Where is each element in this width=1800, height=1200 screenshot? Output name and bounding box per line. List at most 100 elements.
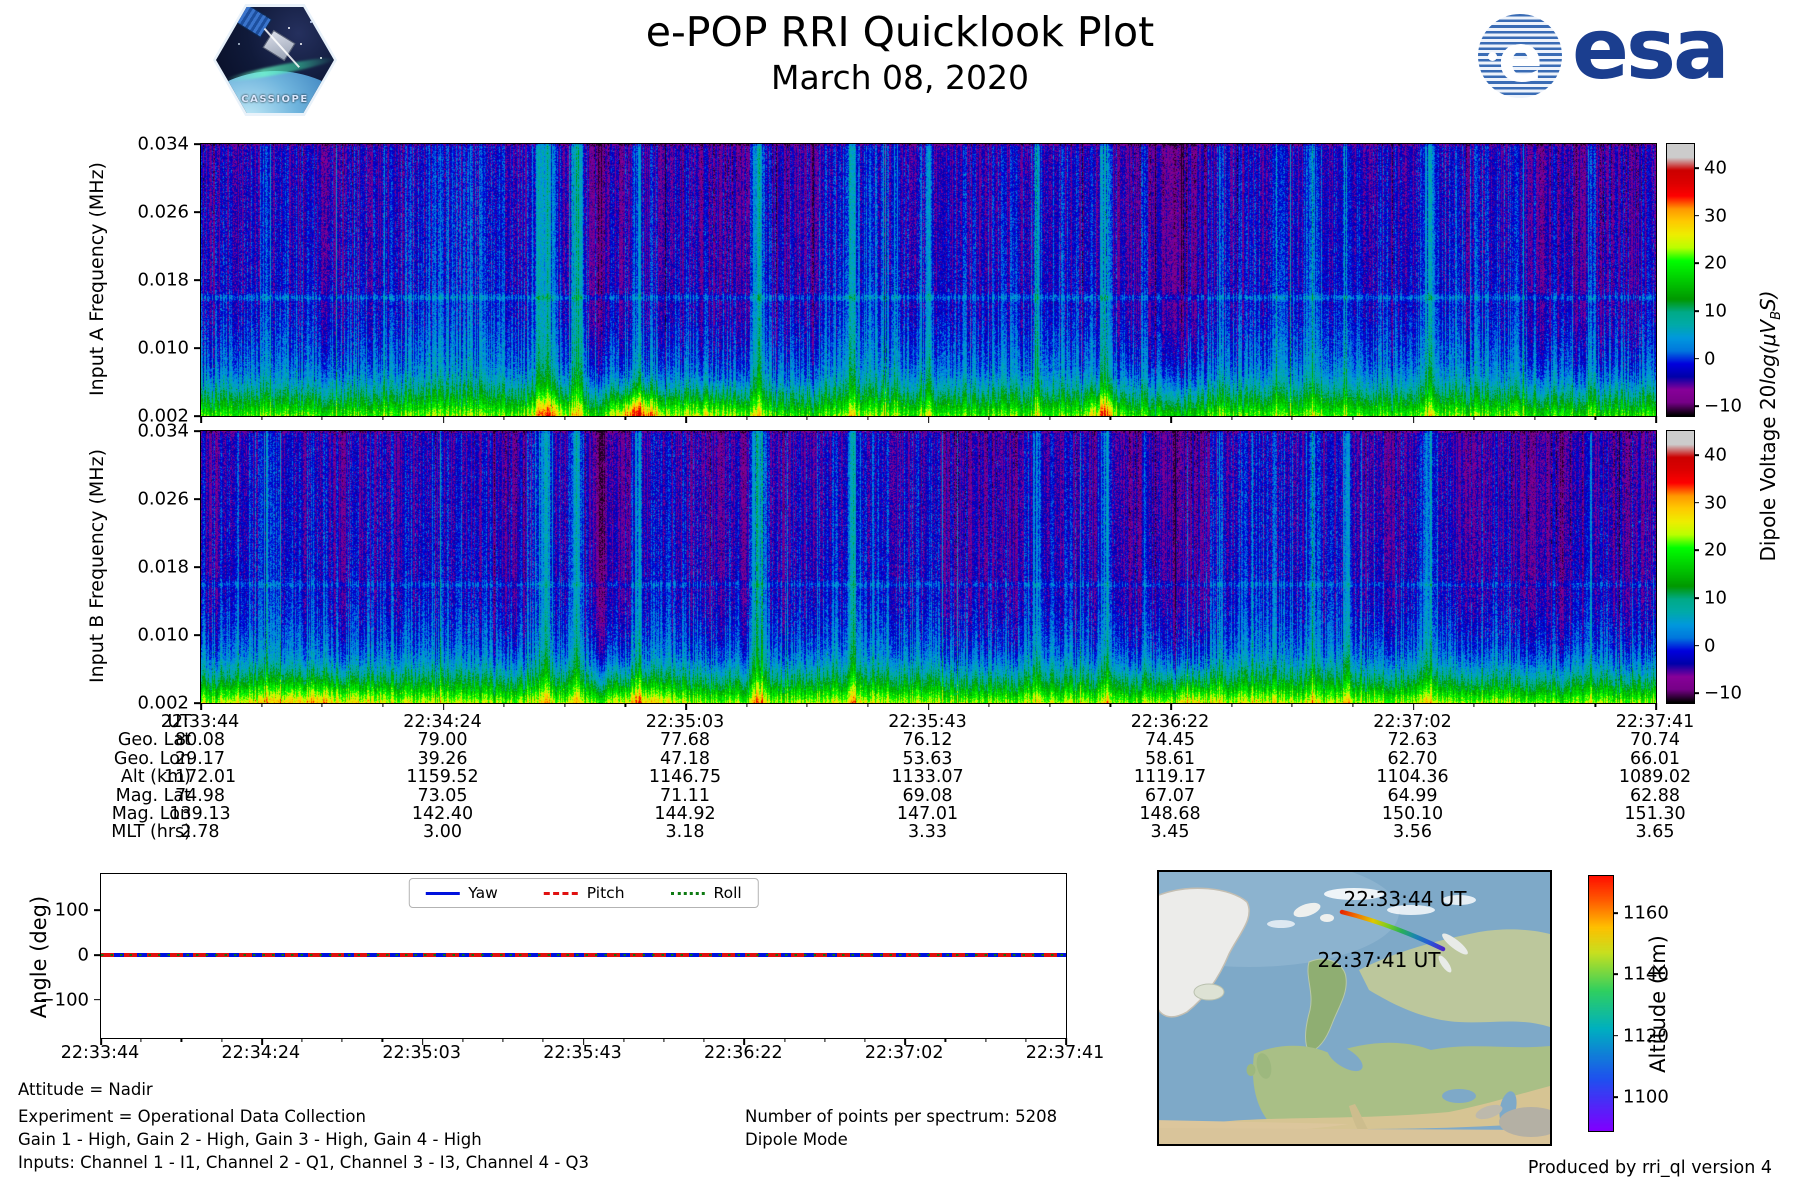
time-tick-mark-minor [321, 703, 323, 707]
time-tick-mark-minor [1109, 416, 1111, 420]
angle-x-tick-label: 22:33:44 [60, 1043, 140, 1063]
time-tick-mark [927, 703, 930, 710]
time-tick-mark-minor [321, 416, 323, 420]
table-row: Mag. Lat 74.98 73.05 71.11 69.08 67.07 64.99 62… [5, 785, 1680, 806]
row-header: UT [167, 712, 192, 732]
table-cell: 22:35:03 [645, 712, 725, 732]
angle-time-tick-mark-minor [462, 1038, 464, 1042]
angle-time-tick-mark [100, 1038, 102, 1045]
table-cell: 3.33 [908, 822, 947, 843]
annotation-inputs: Inputs: Channel 1 - I1, Channel 2 - Q1, … [18, 1153, 589, 1172]
table-cell: 69.08 [902, 785, 953, 806]
time-tick-mark-minor [503, 703, 505, 707]
alt-tick-mark [1613, 912, 1618, 914]
table-cell: 1089.02 [1618, 767, 1692, 788]
time-tick-mark [1655, 703, 1657, 710]
table-cell: 47.18 [659, 748, 711, 769]
table-row: Geo. Lon 29.17 39.26 47.18 53.63 58.61 62.70 66… [5, 748, 1680, 769]
colorbar-a: 40 30 20 10 0 −10 [1666, 143, 1742, 417]
legend-dashed-line-icon [543, 891, 578, 895]
table-cell: 62.70 [1387, 748, 1438, 769]
freq-tick-mark [194, 211, 201, 213]
freq-tick-mark [194, 566, 201, 568]
time-tick-mark-minor [1473, 703, 1475, 707]
table-cell: 144.92 [654, 803, 716, 824]
legend-dotted-line-icon [670, 891, 705, 895]
time-tick-mark-minor [261, 703, 263, 707]
spectrogram-a: 0.034 0.026 0.018 0.010 0.002 [137, 134, 1657, 427]
produced-by: Produced by rri_ql version 4 [1527, 1158, 1772, 1178]
colorbar-label-sub: B [1769, 310, 1784, 320]
freq-tick-label: 0.002 [137, 405, 189, 427]
alt-tick-label: 1120 [1623, 1025, 1669, 1047]
angle-legend: Yaw Pitch Roll [408, 878, 759, 908]
time-tick-mark [1170, 416, 1172, 423]
time-tick-mark [685, 703, 687, 710]
table-cell: 73.05 [417, 785, 468, 806]
angle-time-tick-mark [260, 1038, 263, 1045]
colorbar-tick-label: 10 [1704, 300, 1727, 322]
track-start-label: 22:33:44 UT [1343, 887, 1467, 911]
time-tick-mark-minor [1594, 703, 1596, 707]
time-tick-mark-minor [806, 416, 808, 420]
table-cell: 64.99 [1387, 785, 1438, 806]
table-cell: 22:33:44 [160, 712, 240, 732]
colorbar-tick-mark [1694, 597, 1699, 599]
table-cell: 70.74 [1629, 730, 1681, 751]
time-tick-mark-minor [1231, 416, 1233, 420]
table-cell: 29.17 [174, 748, 226, 769]
time-tick-mark-minor [624, 703, 626, 707]
angle-time-tick-mark [421, 1038, 424, 1045]
row-header: Geo. Lon [113, 748, 191, 769]
table-row: Mag. Lon 139.13 142.40 144.92 147.01 148.68 15… [5, 803, 1686, 824]
table-row: MLT (hrs) 2.78 3.00 3.18 3.33 3.45 3.56 3.65 [5, 822, 1674, 843]
time-tick-mark-minor [564, 416, 566, 420]
table-cell: 62.88 [1629, 785, 1681, 806]
time-tick-mark-minor [503, 416, 505, 420]
colorbar-b-gradient [1667, 431, 1694, 703]
row-header: Mag. Lat [115, 785, 191, 806]
table-cell: 1159.52 [406, 767, 479, 788]
angle-time-tick-mark-minor [140, 1038, 142, 1042]
freq-tick-mark [194, 430, 201, 432]
roll-line [101, 953, 1066, 957]
alt-tick-label: 1160 [1623, 902, 1669, 924]
angle-tick-label: 100 [54, 899, 89, 921]
annotation-mode: Dipole Mode [745, 1130, 848, 1149]
table-cell: 1104.36 [1376, 767, 1449, 788]
freq-tick-mark [194, 143, 201, 145]
colorbar-tick-label: 10 [1704, 587, 1727, 609]
time-tick-mark-minor [261, 416, 263, 420]
legend-item-pitch: Pitch [543, 884, 625, 902]
time-tick-mark [1170, 703, 1172, 710]
spectrogram-a-ylabel: Input A Frequency (MHz) [86, 162, 108, 396]
europe-map-art [1159, 872, 1550, 1144]
table-cell: 22:34:24 [403, 712, 482, 732]
alt-tick-mark [1613, 1034, 1618, 1037]
colorbar-tick-mark [1694, 501, 1699, 504]
angle-time-tick-mark-minor [502, 1038, 504, 1042]
angle-x-tick-label: 22:37:02 [864, 1043, 944, 1063]
time-tick-mark [927, 416, 930, 423]
time-tick-mark [1412, 703, 1415, 710]
annotation-attitude: Attitude = Nadir [18, 1080, 153, 1099]
table-cell: 139.13 [169, 803, 231, 824]
freq-tick-label: 0.034 [137, 133, 189, 155]
freq-tick-label: 0.018 [137, 556, 189, 578]
angle-time-tick-mark [904, 1038, 906, 1045]
legend-label: Pitch [586, 884, 625, 902]
freq-tick-mark [194, 702, 201, 704]
time-tick-mark-minor [1352, 703, 1354, 707]
table-cell: 76.12 [902, 730, 953, 751]
time-tick-mark-minor [382, 416, 384, 420]
spectrogram-b-ylabel: Input B Frequency (MHz) [86, 449, 108, 683]
table-row: UT 22:33:44 22:34:24 22:35:03 22:35:43 22:36:… [5, 712, 1695, 732]
row-header: MLT (hrs) [111, 822, 191, 843]
alt-tick-mark [1613, 1096, 1618, 1099]
angle-x-tick-label: 22:34:24 [221, 1043, 301, 1063]
angle-time-tick-mark-minor [542, 1038, 544, 1042]
table-cell: 1119.17 [1133, 767, 1207, 788]
angle-time-tick-mark-minor [623, 1038, 625, 1042]
table-cell: 150.10 [1381, 803, 1444, 824]
